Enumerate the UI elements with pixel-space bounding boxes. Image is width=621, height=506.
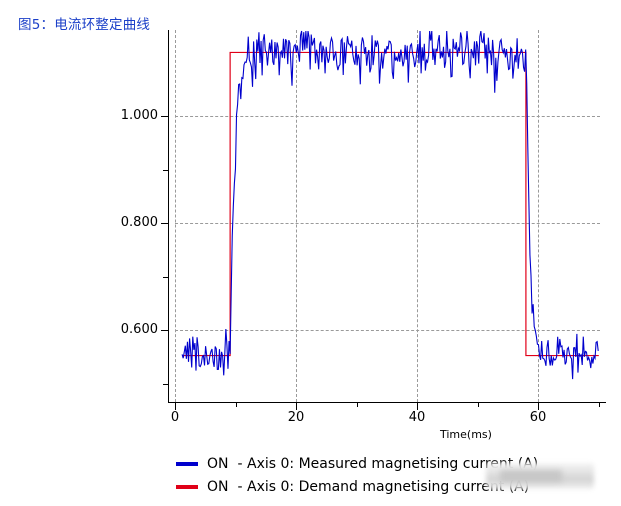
legend-swatch-demand-icon bbox=[176, 484, 198, 489]
page-title: 图5：电流环整定曲线 bbox=[18, 17, 151, 33]
x-tick-label-20: 20 bbox=[287, 410, 305, 425]
series-measured-magnetising-current bbox=[181, 30, 599, 380]
y-tick-label-1000: 1.000 bbox=[120, 108, 158, 123]
legend-label-demand: - Axis 0: Demand magnetising current (A) bbox=[237, 478, 530, 495]
x-tick-60 bbox=[538, 402, 539, 410]
y-axis-spine bbox=[168, 30, 169, 403]
x-tick-20 bbox=[296, 402, 297, 410]
x-tick-label-40: 40 bbox=[408, 410, 426, 425]
watermark-smudge-inner bbox=[500, 470, 562, 482]
y-tick-minor-0900 bbox=[163, 170, 169, 171]
y-tick-minor-0700 bbox=[163, 277, 169, 278]
x-tick-minor-30 bbox=[357, 402, 358, 407]
y-tick-label-0600: 0.600 bbox=[120, 322, 158, 337]
legend-item-measured[interactable]: ON - Axis 0: Measured magnetising curren… bbox=[176, 452, 576, 475]
legend-item-demand[interactable]: ON - Axis 0: Demand magnetising current … bbox=[176, 475, 576, 498]
y-tick-0800 bbox=[161, 223, 169, 224]
legend-state-demand: ON bbox=[207, 478, 229, 495]
series-demand-magnetising-current bbox=[182, 51, 599, 357]
gridline-vertical-0 bbox=[175, 30, 176, 402]
gridline-horizontal-1000 bbox=[175, 116, 600, 117]
x-tick-minor-50 bbox=[478, 402, 479, 407]
gridline-vertical-40 bbox=[417, 30, 418, 402]
gridline-vertical-60 bbox=[538, 30, 539, 402]
x-tick-0 bbox=[175, 402, 176, 410]
y-tick-label-0800: 0.800 bbox=[120, 215, 158, 230]
gridline-horizontal-0800 bbox=[175, 223, 600, 224]
x-axis-title: Time(ms) bbox=[440, 428, 492, 441]
y-tick-0600 bbox=[161, 330, 169, 331]
y-tick-1000 bbox=[161, 116, 169, 117]
gridline-horizontal-0600 bbox=[175, 330, 600, 331]
legend-state-measured: ON bbox=[207, 455, 229, 472]
y-tick-minor-0500 bbox=[163, 384, 169, 385]
legend-label-measured: - Axis 0: Measured magnetising current (… bbox=[237, 455, 539, 472]
y-axis-labels: 1.000 0.800 0.600 bbox=[90, 0, 158, 506]
x-tick-minor-10 bbox=[236, 402, 237, 407]
x-tick-40 bbox=[417, 402, 418, 410]
x-tick-minor-70 bbox=[599, 402, 600, 407]
x-tick-label-0: 0 bbox=[170, 410, 180, 425]
chart-legend: ON - Axis 0: Measured magnetising curren… bbox=[176, 452, 576, 498]
gridline-vertical-20 bbox=[296, 30, 297, 402]
legend-swatch-measured-icon bbox=[176, 461, 198, 466]
x-tick-label-60: 60 bbox=[529, 410, 547, 425]
x-axis-spine bbox=[168, 402, 606, 403]
